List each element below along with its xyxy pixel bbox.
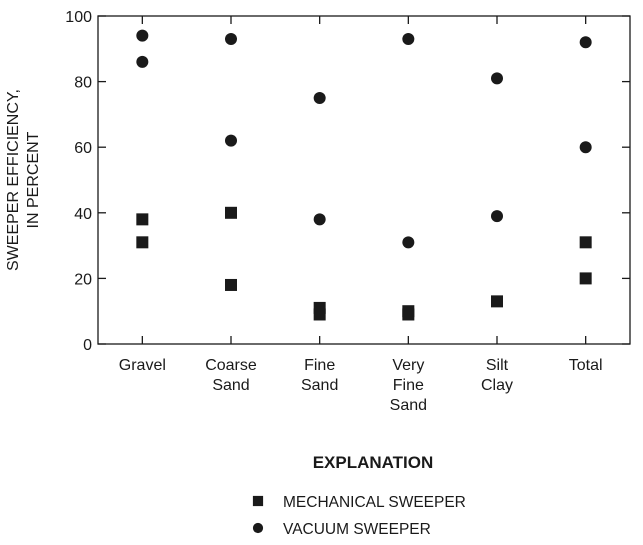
y-tick-label: 20: [74, 271, 92, 288]
plot-area: [97, 15, 631, 345]
x-tick-label: Sand: [390, 397, 427, 414]
vacuum-sweeper-point: [225, 32, 237, 45]
mechanical-sweeper-point: [579, 236, 592, 249]
y-tick-label: 40: [74, 206, 92, 223]
legend-title: EXPLANATION: [313, 453, 434, 472]
vacuum-sweeper-point: [136, 29, 149, 42]
mechanical-sweeper-point: [313, 308, 326, 321]
y-tick-label: 100: [65, 9, 92, 26]
vacuum-sweeper-point: [579, 36, 592, 49]
x-tick-label: Silt: [486, 357, 509, 374]
x-tick-label: Sand: [301, 377, 338, 394]
x-tick-label: Total: [569, 357, 603, 374]
x-tick-label: Fine: [304, 357, 335, 374]
vacuum-sweeper-point: [402, 32, 415, 45]
x-tick-label: Very: [392, 357, 424, 374]
vacuum-sweeper-point: [313, 213, 326, 226]
data-points: [136, 29, 592, 321]
y-tick-label: 0: [83, 337, 92, 354]
mechanical-sweeper-point: [136, 236, 149, 249]
vacuum-sweeper-point: [225, 134, 237, 147]
mechanical-sweeper-point: [402, 308, 415, 321]
y-axis-ticks: 0 20 40 60 80 100: [65, 9, 630, 354]
vacuum-sweeper-point: [313, 92, 326, 104]
legend-items: MECHANICAL SWEEPER VACUUM SWEEPER: [252, 494, 466, 538]
legend-item-label: VACUUM SWEEPER: [283, 521, 431, 538]
x-tick-label: Gravel: [119, 357, 166, 374]
legend: EXPLANATION MECHANICAL SWEEPER VACUUM SWE…: [252, 453, 466, 538]
mechanical-sweeper-point: [491, 295, 503, 308]
legend-circle-marker: [252, 522, 264, 534]
y-tick-label: 60: [74, 140, 92, 157]
vacuum-sweeper-point: [402, 236, 415, 249]
x-tick-label: Clay: [481, 377, 513, 394]
y-axis-label-line: IN PERCENT: [25, 131, 42, 228]
x-tick-label: Sand: [212, 377, 249, 394]
mechanical-sweeper-point: [225, 206, 237, 219]
x-tick-label: Coarse: [205, 357, 257, 374]
y-tick-label: 80: [74, 75, 92, 92]
vacuum-sweeper-point: [136, 55, 149, 68]
legend-item-label: MECHANICAL SWEEPER: [283, 494, 466, 511]
x-tick-label: Fine: [393, 377, 424, 394]
mechanical-sweeper-point: [225, 278, 237, 291]
vacuum-sweeper-point: [491, 72, 503, 85]
x-axis-ticks: Gravel Coarse Sand Fine Sand Very Fine Sand Silt…: [119, 16, 603, 414]
legend-square-marker: [252, 495, 264, 507]
plot-frame: [97, 15, 631, 345]
y-axis-label-line: SWEEPER EFFICIENCY,: [5, 89, 22, 271]
vacuum-sweeper-point: [579, 141, 592, 154]
y-axis-label: SWEEPER EFFICIENCY, IN PERCENT: [5, 89, 42, 271]
mechanical-sweeper-point: [579, 272, 592, 285]
vacuum-sweeper-point: [491, 210, 503, 223]
mechanical-sweeper-point: [136, 213, 149, 226]
